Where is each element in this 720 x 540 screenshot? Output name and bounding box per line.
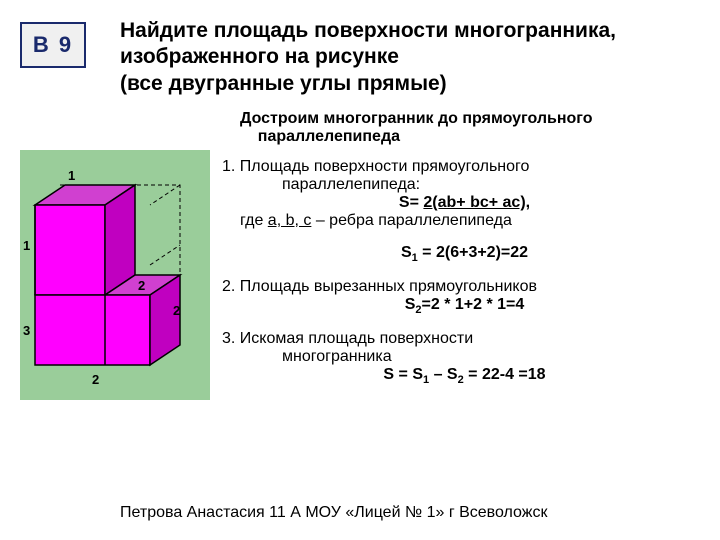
svg-text:2: 2 <box>173 303 180 318</box>
svg-text:2: 2 <box>138 278 145 293</box>
title-line2: изображенного на рисунке <box>120 45 399 68</box>
svg-text:1: 1 <box>23 238 30 253</box>
problem-badge: В 9 <box>20 22 86 68</box>
p3fc: – S <box>429 366 457 383</box>
svg-text:1: 1 <box>68 168 75 183</box>
p3-l2: многогранника <box>222 348 707 366</box>
figure-panel: 1 1 2 3 2 2 <box>20 150 210 400</box>
step-3: 3. Искомая площадь поверхности многогран… <box>222 330 707 386</box>
step-2: 2. Площадь вырезанных прямоугольников S2… <box>222 278 707 316</box>
p3fe: = 22-4 =18 <box>464 366 546 383</box>
title-line1: Найдите площадь поверхности многогранник… <box>120 19 616 42</box>
subtitle: Достроим многогранник до прямоугольного … <box>222 110 707 146</box>
s1a: S <box>401 244 412 261</box>
svg-text:2: 2 <box>92 372 99 387</box>
p1-f1b: 2(ab+ bc+ ac), <box>423 194 530 211</box>
p1-f1a: S= <box>399 194 423 211</box>
p1-l3a: где <box>240 212 268 229</box>
p2a: S <box>405 296 416 313</box>
subtitle-l1: Достроим многогранник до прямоугольного <box>240 110 593 127</box>
svg-text:3: 3 <box>23 323 30 338</box>
p1-l1: 1. Площадь поверхности прямоугольного <box>222 158 529 175</box>
p3-l1: 3. Искомая площадь поверхности <box>222 330 473 347</box>
s1-line: S1 = 2(6+3+2)=22 <box>222 244 707 264</box>
subtitle-l2: параллелепипеда <box>258 128 400 145</box>
p2c: =2 * 1+2 * 1=4 <box>422 296 525 313</box>
solution-content: Достроим многогранник до прямоугольного … <box>222 110 707 395</box>
step-1: 1. Площадь поверхности прямоугольного па… <box>222 158 707 230</box>
p3fa: S = S <box>383 366 423 383</box>
s1c: = 2(6+3+2)=22 <box>418 244 528 261</box>
title-line3: (все двугранные углы прямые) <box>120 72 447 95</box>
p1-l2: параллелепипеда: <box>222 176 707 194</box>
page-title: Найдите площадь поверхности многогранник… <box>120 18 680 97</box>
p2-l1: 2. Площадь вырезанных прямоугольников <box>222 278 537 295</box>
p1-l3b: a, b, c <box>268 212 312 229</box>
p1-l3c: – ребра параллелепипеда <box>311 212 512 229</box>
author-footer: Петрова Анастасия 11 А МОУ «Лицей № 1» г… <box>120 504 547 522</box>
